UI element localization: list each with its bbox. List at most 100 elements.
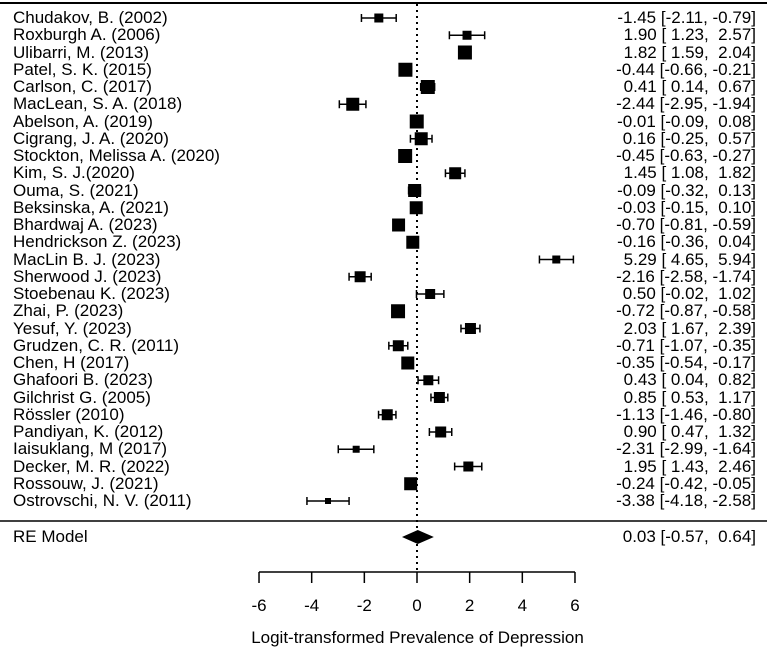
x-axis [258, 571, 576, 583]
study-estimate: 0.43 [ 0.04, 0.82] [623, 370, 756, 390]
point-estimate-square [391, 304, 406, 319]
study-row-marker [360, 13, 397, 23]
study-row-marker [388, 340, 409, 352]
study-row-marker [377, 409, 397, 421]
study-label: Patel, S. K. (2015) [13, 59, 152, 79]
x-axis-tick-label: -6 [251, 596, 267, 615]
study-estimate: -0.01 [-0.09, 0.08] [617, 111, 756, 131]
study-row-marker [398, 62, 413, 77]
point-estimate-square [552, 255, 561, 264]
study-label: Cigrang, J. A. (2020) [13, 128, 169, 148]
study-label: MacLean, S. A. (2018) [13, 94, 183, 114]
study-label: Chudakov, B. (2002) [13, 8, 168, 27]
study-row-marker [409, 114, 424, 129]
study-row-marker [419, 80, 436, 94]
point-estimate-square [401, 356, 415, 370]
study-estimate: -2.16 [-2.58, -1.74] [616, 266, 756, 286]
study-row-marker [415, 289, 445, 299]
study-label: Rossouw, J. (2021) [13, 473, 159, 493]
study-row-marker [348, 271, 372, 283]
study-label: Roxburgh A. (2006) [13, 25, 161, 45]
x-axis-tick-label: 2 [464, 596, 475, 615]
point-estimate-square [398, 149, 413, 163]
study-row-marker [392, 218, 406, 232]
study-estimate: 0.85 [ 0.53, 1.17] [623, 387, 756, 407]
x-axis-tick-label: -4 [304, 596, 320, 615]
study-label: Zhai, P. (2023) [13, 301, 124, 321]
study-estimate: 0.50 [-0.02, 1.02] [622, 284, 756, 303]
study-label: Pandiyan, K. (2012) [13, 422, 164, 441]
study-estimate: -2.44 [-2.95, -1.94] [616, 94, 756, 114]
study-row-marker [444, 167, 466, 180]
study-row-marker [428, 426, 453, 438]
study-row-marker [398, 149, 413, 163]
point-estimate-square [408, 184, 422, 197]
x-axis-tick-label: 4 [517, 596, 528, 615]
study-estimate: -0.35 [-0.54, -0.17] [616, 353, 756, 372]
study-label: Grudzen, C. R. (2011) [13, 335, 179, 355]
study-label: Decker, M. R. (2022) [13, 456, 170, 476]
study-estimate: 1.95 [ 1.43, 2.46] [623, 456, 756, 476]
study-estimate: -0.72 [-0.87, -0.58] [616, 301, 756, 321]
x-axis-tick-label: 0 [412, 596, 422, 615]
point-estimate-square [398, 62, 413, 77]
summary-estimate: 0.03 [-0.57, 0.64] [622, 527, 756, 546]
study-row-marker [453, 461, 483, 472]
summary-diamond [401, 530, 434, 544]
study-row-marker [404, 477, 418, 491]
study-row-marker [306, 497, 350, 505]
point-estimate-square [354, 271, 366, 283]
study-estimate: -0.09 [-0.32, 0.13] [617, 180, 756, 200]
point-estimate-square [449, 167, 462, 180]
study-label: Hendrickson Z. (2023) [13, 232, 182, 252]
point-estimate-square [325, 498, 332, 504]
study-row-marker [337, 445, 375, 454]
study-estimate: -0.45 [-0.63, -0.27] [616, 146, 756, 165]
study-estimate: 1.90 [ 1.23, 2.57] [623, 25, 756, 45]
study-row-marker [406, 235, 420, 249]
study-row-marker [430, 392, 449, 403]
study-row-marker [407, 184, 422, 197]
x-axis-title: Logit-transformed Prevalence of Depressi… [251, 628, 584, 647]
study-row-marker [391, 304, 406, 319]
study-row-marker [538, 255, 575, 264]
point-estimate-square [420, 80, 435, 94]
study-label: Carlson, C. (2017) [13, 77, 152, 96]
point-estimate-square [409, 201, 423, 215]
study-row-marker [409, 201, 423, 215]
study-estimate: 0.16 [-0.25, 0.57] [622, 128, 756, 148]
study-estimate: 5.29 [ 4.65, 5.94] [623, 249, 756, 269]
point-estimate-square [423, 375, 434, 386]
point-estimate-square [392, 218, 406, 232]
study-markers-group [306, 13, 575, 505]
study-row-marker [409, 132, 433, 146]
study-row-marker [460, 323, 481, 334]
point-estimate-square [457, 45, 472, 60]
study-label: Ulibarri, M. (2013) [13, 42, 150, 62]
study-label: Chen, H (2017) [13, 353, 130, 372]
point-estimate-square [381, 409, 393, 421]
point-estimate-square [392, 340, 404, 352]
study-estimate: -0.03 [-0.15, 0.10] [617, 197, 756, 217]
study-row-marker [401, 356, 415, 370]
point-estimate-square [406, 235, 420, 249]
study-label: Iaisuklang, M (2017) [13, 439, 168, 459]
point-estimate-square [435, 426, 447, 438]
study-estimate: -0.44 [-0.66, -0.21] [616, 59, 756, 79]
study-label: Sherwood J. (2023) [13, 266, 162, 286]
study-row-marker [457, 45, 472, 60]
study-estimate: 1.82 [ 1.59, 2.04] [623, 42, 756, 62]
study-label: Bhardwaj A. (2023) [13, 215, 158, 234]
summary-label: RE Model [13, 527, 88, 546]
study-estimate: -0.16 [-0.36, 0.04] [617, 232, 756, 252]
study-estimate: 0.41 [ 0.14, 0.67] [623, 77, 756, 96]
study-label: MacLin B. J. (2023) [13, 249, 161, 269]
study-label: Ghafoori B. (2023) [13, 370, 153, 390]
x-axis-tick-label: -2 [356, 596, 372, 615]
study-estimate: -0.70 [-0.81, -0.59] [616, 215, 756, 234]
study-estimate: -3.38 [-4.18, -2.58] [616, 491, 756, 510]
point-estimate-square [346, 97, 360, 111]
point-estimate-square [404, 477, 418, 491]
